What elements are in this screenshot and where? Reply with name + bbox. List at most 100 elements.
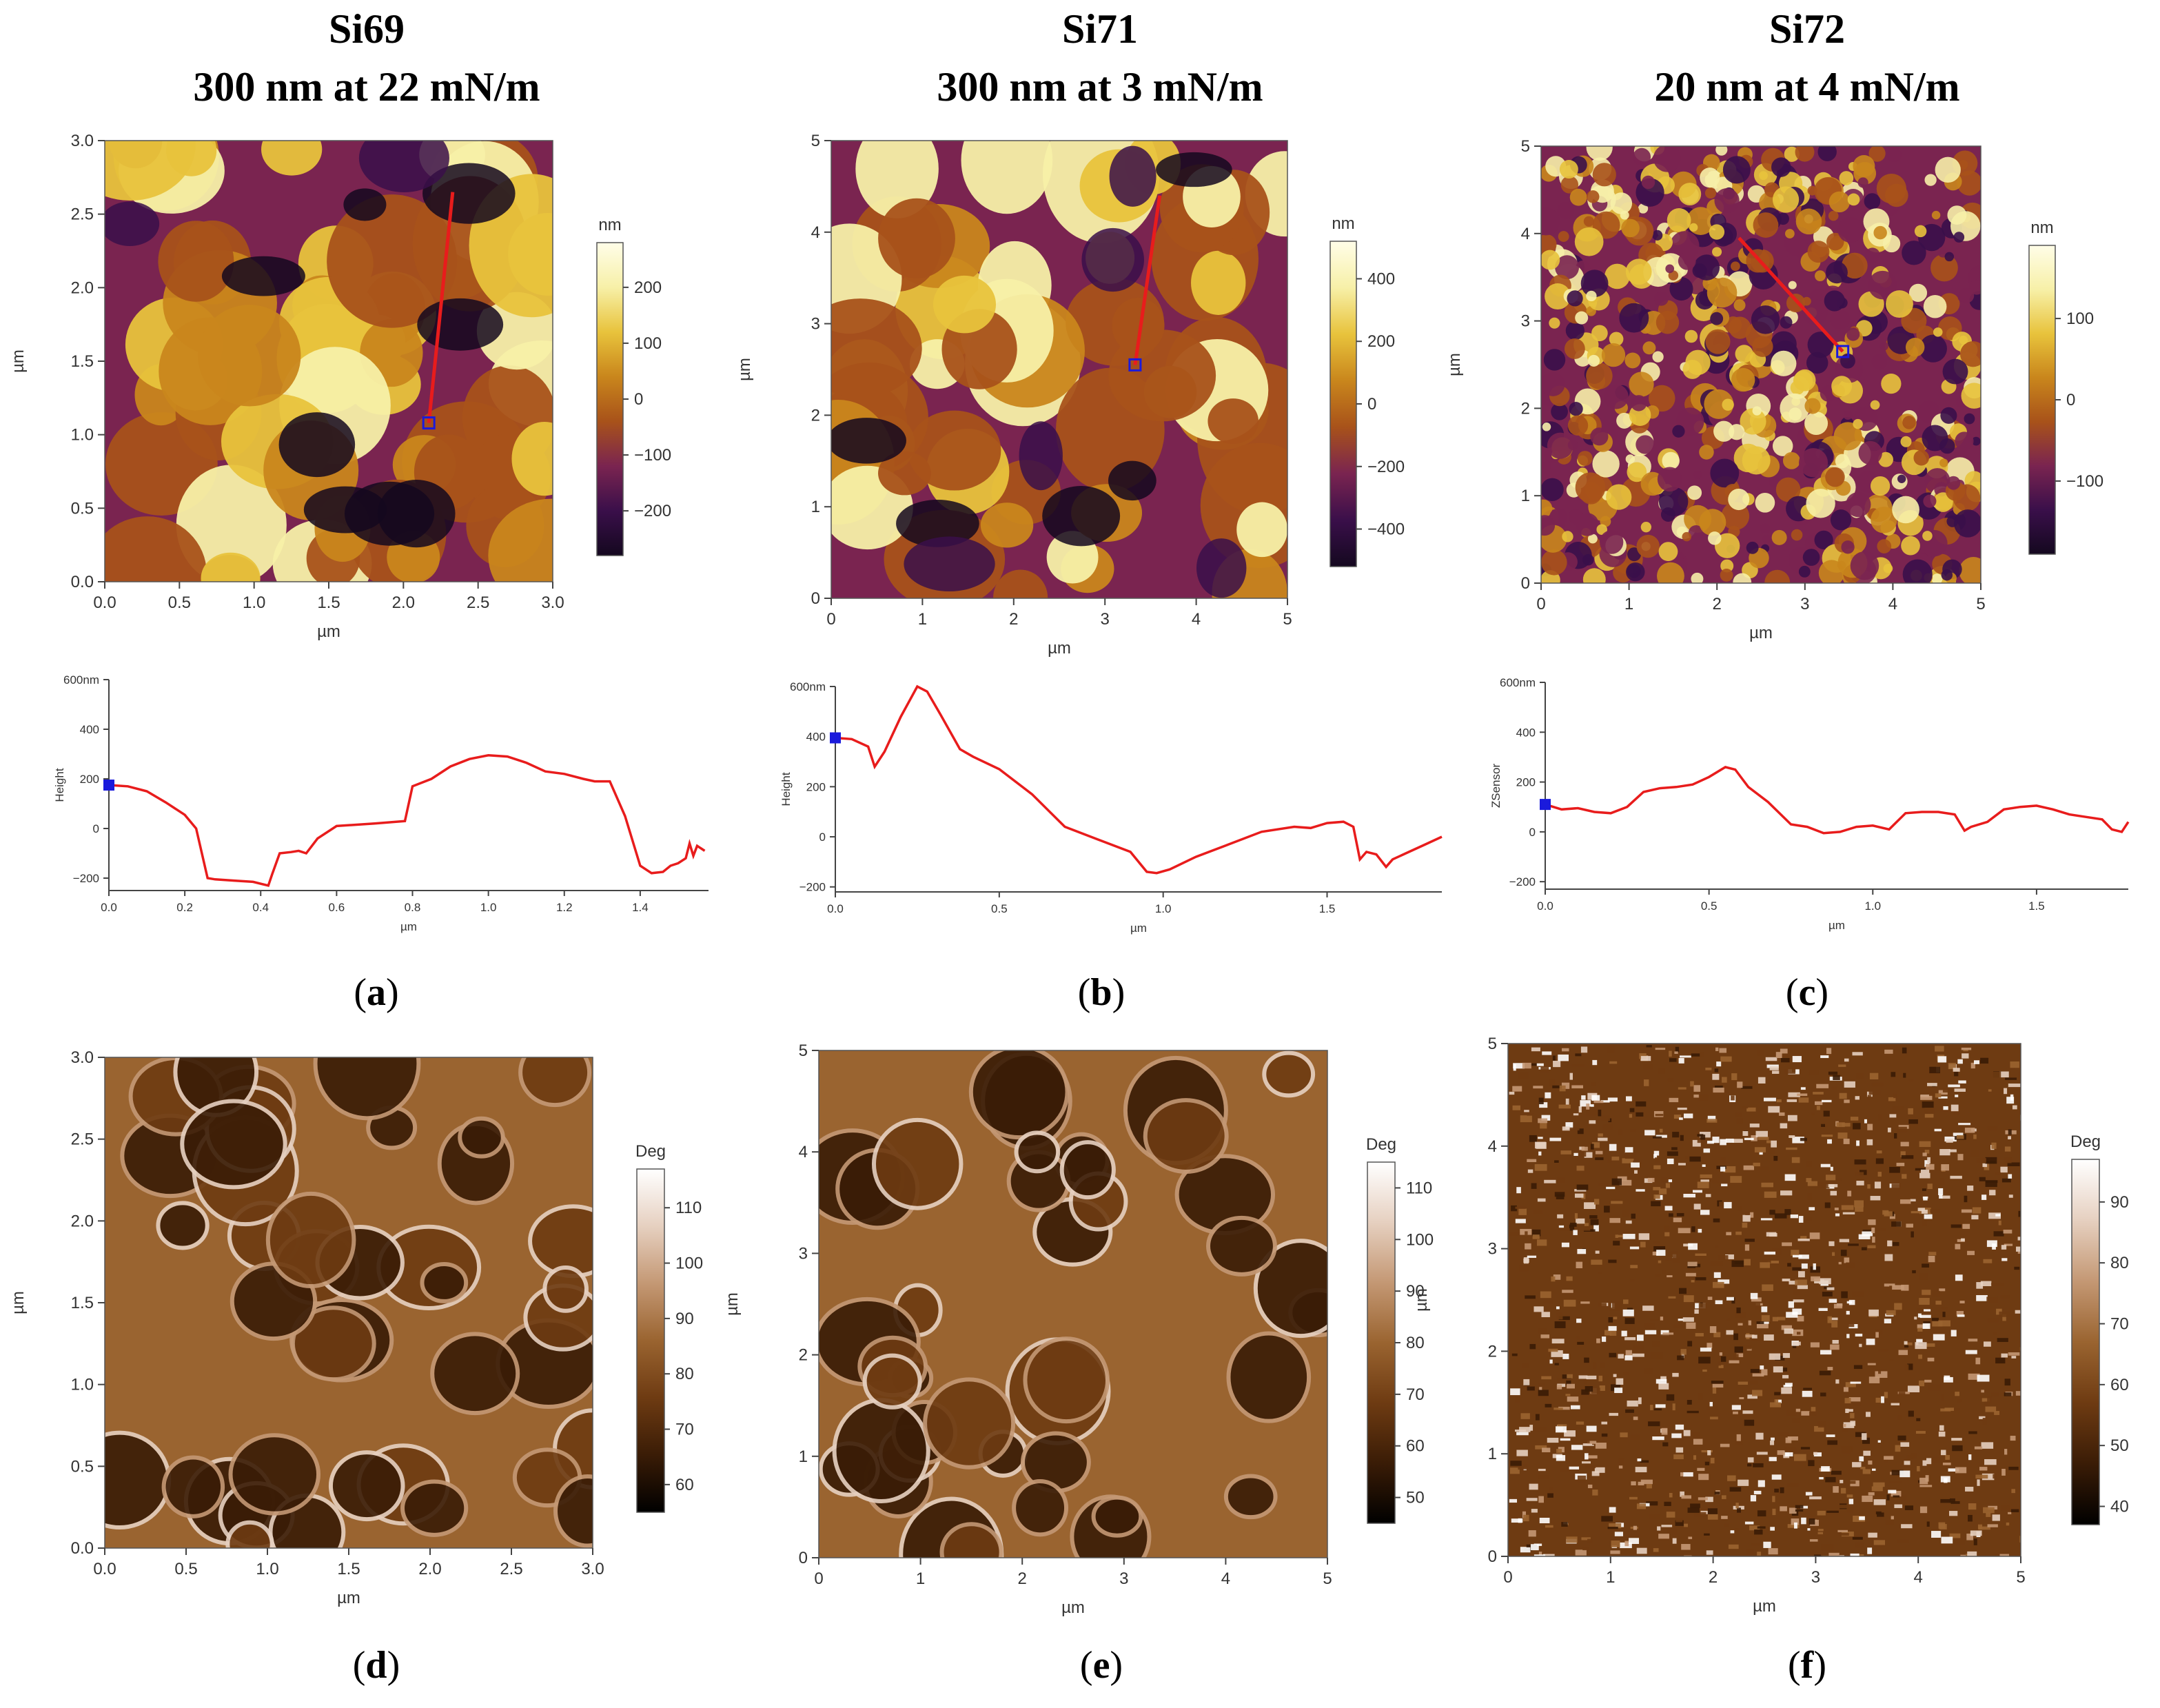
- texture-speck: [1843, 1139, 1850, 1144]
- texture-speck: [1968, 1454, 1972, 1461]
- grain: [1885, 183, 1908, 207]
- texture-speck: [1565, 1122, 1573, 1129]
- texture-speck: [1747, 1457, 1754, 1463]
- grain: [1733, 299, 1746, 312]
- grain: [1798, 448, 1828, 478]
- grain: [1858, 440, 1882, 465]
- texture-speck: [1707, 1450, 1711, 1456]
- grain: [1722, 156, 1751, 184]
- grain: [1940, 407, 1957, 424]
- texture-speck: [1633, 1416, 1638, 1421]
- texture-speck: [1922, 1460, 1927, 1466]
- grain: [1752, 406, 1762, 416]
- texture-speck: [1941, 1394, 1944, 1401]
- grain-outline: [1253, 1239, 1327, 1339]
- texture-speck: [1711, 1381, 1724, 1384]
- y-axis-label: µm: [723, 1292, 742, 1316]
- texture-speck: [1611, 1178, 1622, 1186]
- texture-speck: [1791, 1518, 1800, 1525]
- texture-speck: [1787, 1482, 1799, 1487]
- texture-speck: [1744, 1419, 1755, 1426]
- texture-speck: [1619, 1179, 1632, 1186]
- grain: [1704, 389, 1734, 419]
- texture-speck: [1782, 1242, 1793, 1246]
- texture-speck: [1683, 1194, 1696, 1198]
- colorbar-tick-label: 70: [675, 1421, 694, 1439]
- texture-speck: [1755, 1303, 1761, 1310]
- texture-speck: [1607, 1527, 1618, 1529]
- texture-speck: [1664, 1501, 1671, 1506]
- grain: [1835, 454, 1850, 469]
- texture-speck: [1844, 1398, 1851, 1404]
- texture-speck: [1891, 1516, 1894, 1520]
- x-tick-label: 1: [1624, 595, 1633, 613]
- texture-speck: [1752, 1373, 1764, 1377]
- grain: [1959, 557, 1981, 583]
- texture-speck: [1655, 1274, 1661, 1277]
- x-tick-label: 0.2: [176, 901, 193, 914]
- texture-speck: [1783, 1385, 1792, 1387]
- texture-speck: [1655, 1404, 1666, 1408]
- texture-speck: [1624, 1541, 1629, 1547]
- texture-speck: [1916, 1418, 1921, 1421]
- texture-speck: [1714, 1068, 1719, 1072]
- grain: [1636, 534, 1660, 558]
- grain: [1953, 509, 1981, 538]
- texture-speck: [1541, 1115, 1551, 1121]
- texture-speck: [1731, 1095, 1735, 1101]
- texture-speck: [1777, 1316, 1786, 1321]
- texture-speck: [1593, 1100, 1604, 1104]
- grain: [1586, 290, 1597, 302]
- pit: [221, 256, 305, 296]
- texture-speck: [1787, 1115, 1797, 1121]
- texture-speck: [1530, 1544, 1539, 1551]
- texture-speck: [1939, 1194, 1943, 1199]
- texture-speck: [1742, 1131, 1749, 1137]
- colorbar-tick-label: 80: [2110, 1254, 2129, 1272]
- texture-speck: [1975, 1357, 1981, 1365]
- texture-speck: [1999, 1554, 2010, 1556]
- grain-outline: [1206, 1215, 1277, 1277]
- texture-speck: [2015, 1391, 2021, 1396]
- texture-speck: [1534, 1427, 1547, 1432]
- texture-speck: [1996, 1308, 2002, 1315]
- pit: [422, 163, 516, 224]
- texture-speck: [1767, 1261, 1779, 1263]
- texture-speck: [1922, 1290, 1931, 1295]
- texture-speck: [1650, 1352, 1663, 1359]
- y-tick-label: 400: [806, 731, 826, 744]
- texture-speck: [1516, 1187, 1521, 1194]
- texture-speck: [1991, 1142, 1997, 1149]
- grain: [1864, 193, 1881, 210]
- grain: [1575, 311, 1589, 325]
- texture-speck: [1687, 1410, 1699, 1414]
- texture-speck: [1630, 1129, 1636, 1132]
- texture-speck: [1810, 1342, 1820, 1348]
- texture-speck: [1643, 1079, 1649, 1086]
- grain: [1752, 336, 1773, 357]
- texture-speck: [1576, 1319, 1582, 1323]
- grain: [1953, 484, 1981, 511]
- texture-speck: [1780, 1487, 1784, 1494]
- texture-speck: [1942, 1088, 1953, 1093]
- grain: [1191, 250, 1246, 315]
- grain: [1753, 212, 1779, 238]
- texture-speck: [1698, 1228, 1702, 1233]
- colorbar-tick-label: 50: [1406, 1489, 1425, 1507]
- texture-speck: [1919, 1273, 1928, 1280]
- texture-speck: [1853, 1516, 1865, 1522]
- texture-speck: [1920, 1095, 1933, 1100]
- texture-speck: [1524, 1110, 1529, 1112]
- texture-speck: [1924, 1114, 1934, 1118]
- texture-speck: [1753, 1330, 1763, 1334]
- x-tick-label: 3: [1811, 1568, 1820, 1587]
- texture-speck: [1624, 1355, 1633, 1361]
- texture-speck: [1780, 1190, 1793, 1196]
- texture-speck: [2005, 1077, 2017, 1080]
- texture-speck: [1744, 1521, 1754, 1525]
- grain: [1688, 525, 1704, 541]
- grain: [1596, 524, 1607, 536]
- texture-speck: [1624, 1152, 1636, 1159]
- texture-speck: [1655, 1048, 1666, 1050]
- texture-speck: [1831, 1321, 1838, 1328]
